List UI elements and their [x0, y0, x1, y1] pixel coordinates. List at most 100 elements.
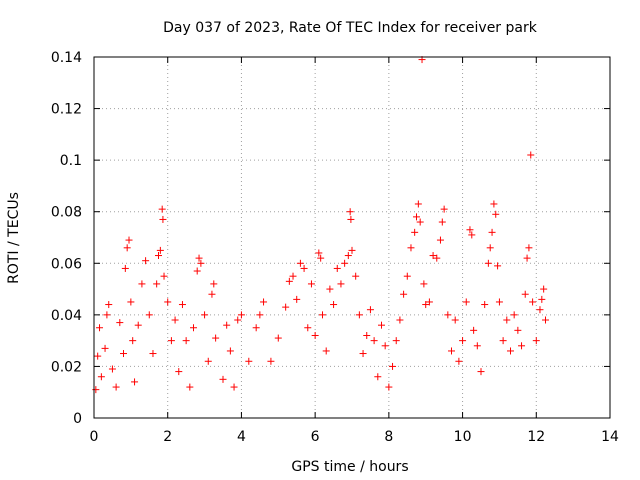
data-point	[411, 228, 419, 236]
data-point	[488, 228, 496, 236]
data-point	[158, 205, 166, 213]
data-point	[212, 334, 220, 342]
data-point	[440, 205, 448, 213]
data-point	[407, 244, 415, 252]
data-point	[438, 218, 446, 226]
data-point	[481, 301, 489, 309]
data-point	[448, 347, 456, 355]
data-point	[429, 252, 437, 260]
x-tick-label: 14	[601, 429, 619, 445]
data-point	[396, 316, 404, 324]
data-point	[293, 295, 301, 303]
data-point	[374, 373, 382, 381]
data-point	[237, 311, 245, 319]
data-point	[466, 226, 474, 234]
x-axis: 0 2 4 6 8 10 12 14	[90, 57, 619, 445]
data-point	[219, 375, 227, 383]
data-point	[108, 365, 116, 373]
data-point	[178, 301, 186, 309]
data-point	[420, 280, 428, 288]
data-point	[156, 246, 164, 254]
y-tick-label: 0.1	[60, 153, 82, 169]
data-point	[414, 200, 422, 208]
data-point	[422, 301, 430, 309]
data-point	[503, 316, 511, 324]
chart-title: Day 037 of 2023, Rate Of TEC Index for r…	[163, 20, 538, 36]
data-point	[514, 326, 522, 334]
data-point	[167, 337, 175, 345]
data-point	[112, 383, 120, 391]
data-point	[304, 324, 312, 332]
data-point	[307, 280, 315, 288]
grid	[94, 57, 610, 418]
data-point	[129, 337, 137, 345]
data-point	[204, 357, 212, 365]
y-tick-label: 0.14	[51, 50, 82, 66]
data-point	[494, 262, 502, 270]
data-point	[171, 316, 179, 324]
data-point	[245, 357, 253, 365]
data-point	[300, 264, 308, 272]
data-point	[536, 306, 544, 314]
data-point	[164, 298, 172, 306]
data-point	[484, 259, 492, 267]
y-tick-label: 0.04	[51, 308, 82, 324]
data-point	[97, 373, 105, 381]
y-tick-label: 0.08	[51, 205, 82, 221]
data-point	[125, 236, 133, 244]
data-point	[470, 326, 478, 334]
data-point	[282, 303, 290, 311]
data-point	[197, 259, 205, 267]
y-tick-label: 0.02	[51, 359, 82, 375]
data-point	[131, 378, 139, 386]
data-point	[121, 264, 129, 272]
x-tick-label: 0	[90, 429, 99, 445]
data-point	[149, 350, 157, 358]
data-point	[138, 280, 146, 288]
data-point	[370, 337, 378, 345]
data-point	[468, 231, 476, 239]
data-point	[436, 236, 444, 244]
data-point	[159, 215, 167, 223]
data-points	[92, 56, 549, 394]
data-point	[385, 383, 393, 391]
data-point	[348, 246, 356, 254]
data-point	[223, 321, 231, 329]
data-point	[267, 357, 275, 365]
data-point	[337, 280, 345, 288]
data-point	[256, 311, 264, 319]
plot-frame	[93, 56, 611, 419]
data-point	[366, 306, 374, 314]
data-point	[413, 213, 420, 221]
y-axis: 0 0.02 0.04 0.06 0.08 0.1 0.12 0.14	[51, 50, 610, 427]
data-point	[525, 244, 533, 252]
data-point	[538, 295, 546, 303]
data-point	[96, 324, 104, 332]
data-point	[155, 252, 162, 260]
data-point	[175, 368, 183, 376]
data-point	[226, 347, 234, 355]
data-point	[518, 342, 526, 350]
data-point	[542, 316, 549, 324]
data-point	[193, 267, 201, 275]
x-tick-label: 8	[384, 429, 393, 445]
data-point	[330, 301, 338, 309]
data-point	[352, 272, 360, 280]
data-point	[477, 368, 485, 376]
data-point	[127, 298, 135, 306]
data-point	[160, 272, 168, 280]
data-point	[532, 337, 540, 345]
data-point	[319, 311, 327, 319]
data-point	[462, 298, 470, 306]
data-point	[486, 244, 494, 252]
data-point	[190, 324, 198, 332]
data-point	[260, 298, 268, 306]
data-point	[521, 290, 529, 298]
data-point	[344, 252, 352, 260]
x-tick-label: 12	[527, 429, 545, 445]
data-point	[101, 344, 109, 352]
data-point	[473, 342, 481, 350]
data-point	[145, 311, 153, 319]
data-point	[355, 311, 363, 319]
data-point	[134, 321, 142, 329]
